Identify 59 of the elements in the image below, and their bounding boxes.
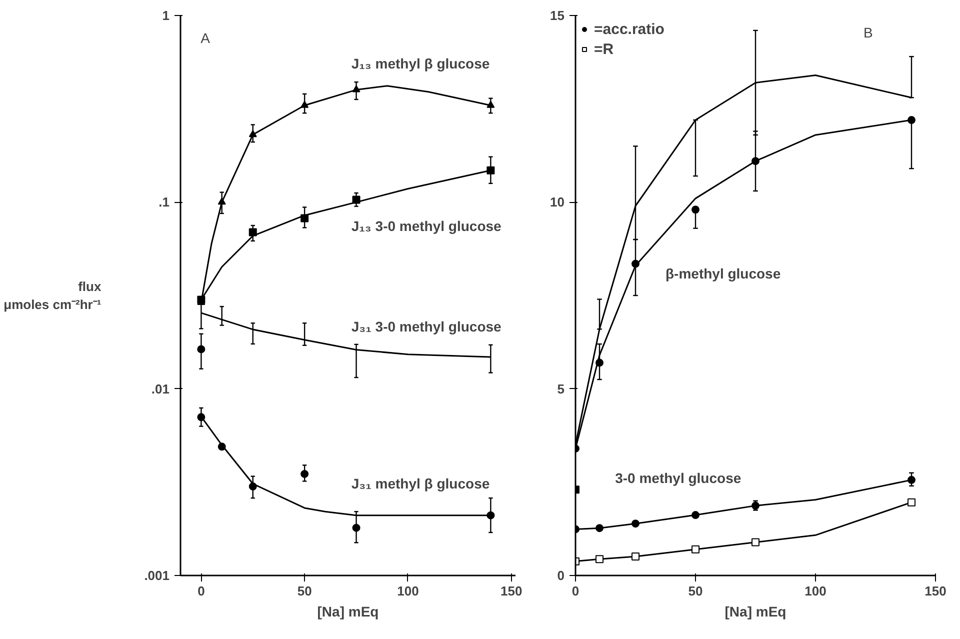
- point: [486, 100, 495, 108]
- point: [300, 470, 309, 478]
- point: [692, 545, 700, 554]
- point: [692, 206, 700, 214]
- legend-label: =acc.ratio: [594, 20, 664, 38]
- x-tick-label: 100: [804, 584, 826, 598]
- point: [908, 498, 916, 506]
- x-tick-label: 0: [572, 584, 580, 598]
- y-tick-label: 0: [557, 568, 565, 583]
- point: [218, 442, 226, 451]
- y-tick-label: .001: [144, 568, 170, 583]
- y-tick-label: 15: [550, 8, 565, 23]
- point: [632, 520, 640, 528]
- annotation: A: [200, 30, 211, 46]
- point: [596, 524, 604, 532]
- point: [218, 198, 226, 205]
- annotation: J₃₁ 3-0 methyl glucose: [351, 318, 502, 335]
- y-tick-label: 5: [557, 381, 565, 396]
- y-tick-label: .1: [158, 194, 170, 210]
- point: [596, 555, 604, 564]
- point: [486, 511, 495, 520]
- point: [352, 524, 360, 532]
- point: [596, 358, 604, 367]
- point: [752, 538, 760, 546]
- point: [352, 196, 360, 204]
- y-tick-label: 1: [162, 8, 170, 23]
- x-tick-label: 100: [397, 584, 419, 598]
- point: [300, 100, 309, 108]
- x-axis-title: [Na] mEq: [317, 604, 379, 620]
- y-tick-label: .01: [151, 381, 170, 396]
- x-tick-label: 50: [297, 584, 312, 598]
- point: [197, 413, 206, 422]
- x-tick-label: 0: [198, 584, 205, 598]
- point: [197, 345, 206, 354]
- point: [248, 482, 257, 490]
- y-tick-label: 10: [550, 194, 565, 210]
- point: [248, 130, 257, 138]
- point: [752, 157, 760, 166]
- annotation: J₁₃ methyl β glucose: [351, 56, 490, 72]
- point: [632, 552, 640, 560]
- point: [632, 260, 640, 268]
- point: [908, 116, 916, 124]
- point: [248, 228, 257, 236]
- point: [908, 476, 916, 484]
- annotation: J₁₃ 3-0 methyl glucose: [351, 218, 502, 234]
- point: [486, 166, 495, 174]
- x-tick-label: 150: [500, 584, 522, 598]
- x-tick-label: 50: [688, 584, 703, 598]
- legend-label: =R: [594, 40, 614, 58]
- annotation: B: [864, 24, 873, 40]
- x-tick-label: 150: [924, 584, 946, 598]
- x-axis-title: [Na] mEq: [724, 604, 786, 620]
- annotation: 3-0 methyl glucose: [615, 470, 742, 486]
- point: [692, 511, 700, 520]
- annotation: β-methyl glucose: [666, 266, 781, 282]
- point: [300, 214, 309, 222]
- y-axis-title: flux μmoles cm⁻²hr⁻¹: [4, 279, 102, 312]
- point: [352, 85, 360, 92]
- annotation: J₃₁ methyl β glucose: [351, 476, 490, 492]
